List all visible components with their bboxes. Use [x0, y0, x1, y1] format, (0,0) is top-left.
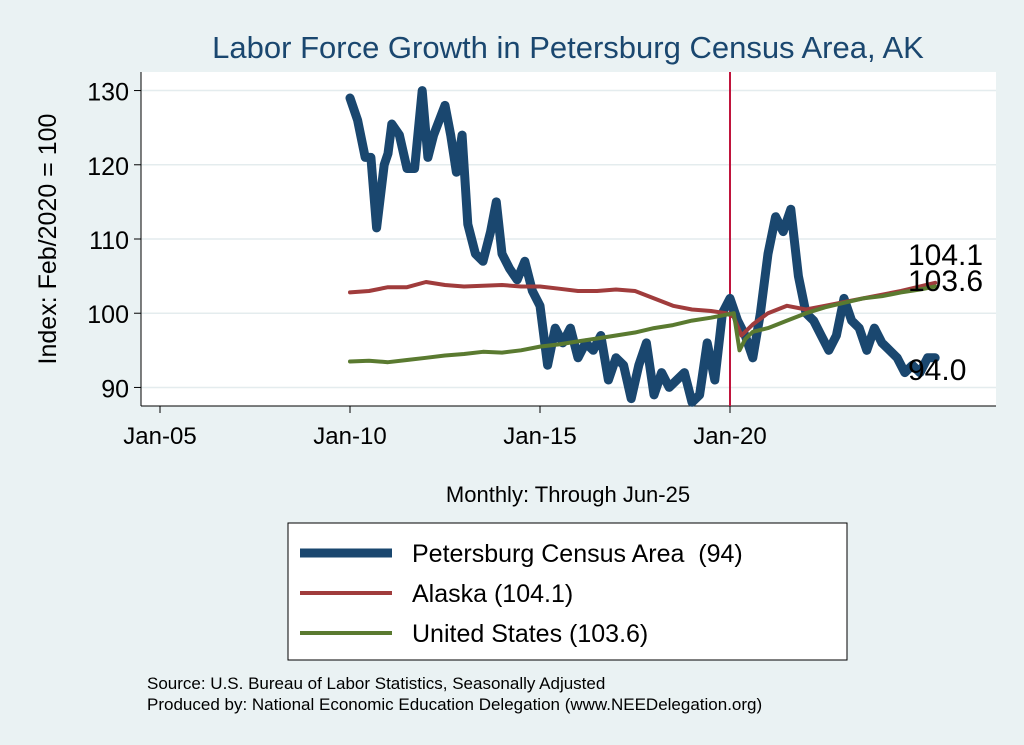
chart-title: Labor Force Growth in Petersburg Census … — [212, 30, 924, 65]
y-tick-label-130: 130 — [87, 79, 129, 107]
y-axis-label: Index: Feb/2020 = 100 — [34, 114, 62, 365]
legend-label-united-states: United States (103.6) — [412, 620, 648, 648]
grid-lines — [141, 89, 996, 389]
legend-label-alaska: Alaska (104.1) — [412, 580, 573, 608]
source-note: Source: U.S. Bureau of Labor Statistics,… — [147, 674, 605, 693]
end-label-petersburg: 94.0 — [908, 354, 966, 387]
series-line-petersburg — [345, 86, 940, 407]
end-label-alaska: 104.1 — [908, 239, 983, 272]
x-tick-label-2020: Jan-20 — [693, 423, 766, 450]
y-tick-label-100: 100 — [87, 301, 129, 329]
x-tick-label-2015: Jan-15 — [503, 423, 576, 450]
legend: Petersburg Census Area (94) Alaska (104.… — [287, 522, 848, 661]
series-lines — [345, 86, 940, 407]
series-line-united-states — [348, 284, 938, 365]
y-tick-label-110: 110 — [89, 227, 129, 255]
legend-label-petersburg: Petersburg Census Area (94) — [412, 540, 743, 568]
produced-by-note: Produced by: National Economic Education… — [147, 695, 762, 714]
x-axis-label: Monthly: Through Jun-25 — [446, 482, 690, 507]
x-ticks: Jan-05 Jan-10 Jan-15 Jan-20 — [123, 406, 767, 450]
x-tick-label-2010: Jan-10 — [313, 423, 386, 450]
y-ticks: 90 100 110 120 130 — [87, 79, 141, 403]
y-tick-label-90: 90 — [101, 375, 129, 403]
y-tick-label-120: 120 — [87, 153, 129, 181]
x-tick-label-2005: Jan-05 — [123, 423, 196, 450]
end-label-united-states: 103.6 — [908, 265, 983, 298]
